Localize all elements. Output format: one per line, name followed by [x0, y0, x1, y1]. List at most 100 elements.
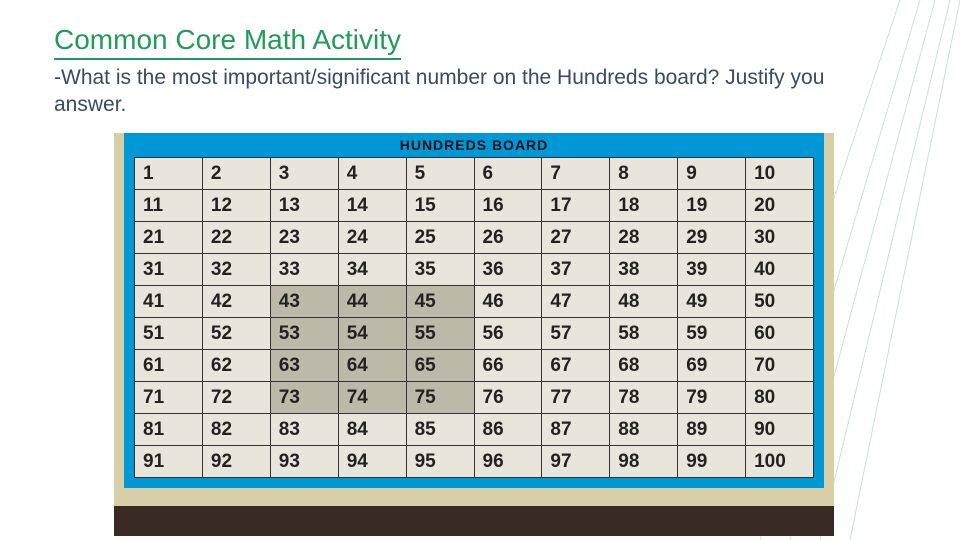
board-cell: 74: [339, 382, 406, 413]
board-cell: 20: [746, 190, 813, 221]
board-cell: 32: [203, 254, 270, 285]
board-cell: 87: [542, 414, 609, 445]
board-cell: 86: [475, 414, 542, 445]
board-cell: 92: [203, 446, 270, 477]
slide-prompt: ‑What is the most important/significant …: [54, 64, 834, 119]
board-cell: 41: [135, 286, 202, 317]
board-cell: 42: [203, 286, 270, 317]
board-cell: 66: [475, 350, 542, 381]
board-cell: 14: [339, 190, 406, 221]
board-cell: 12: [203, 190, 270, 221]
board-cell: 72: [203, 382, 270, 413]
slide-content: Common Core Math Activity ‑What is the m…: [0, 0, 960, 536]
board-cell: 10: [746, 158, 813, 189]
board-cell: 50: [746, 286, 813, 317]
board-cell: 79: [678, 382, 745, 413]
board-cell: 25: [407, 222, 474, 253]
board-cell: 9: [678, 158, 745, 189]
board-cell: 81: [135, 414, 202, 445]
board-frame: HUNDREDS BOARD 1234567891011121314151617…: [124, 133, 824, 488]
board-cell: 95: [407, 446, 474, 477]
board-cell: 22: [203, 222, 270, 253]
board-cell: 7: [542, 158, 609, 189]
board-cell: 44: [339, 286, 406, 317]
board-cell: 98: [610, 446, 677, 477]
board-cell: 28: [610, 222, 677, 253]
board-cell: 82: [203, 414, 270, 445]
board-cell: 38: [610, 254, 677, 285]
board-cell: 39: [678, 254, 745, 285]
board-cell: 51: [135, 318, 202, 349]
board-cell: 77: [542, 382, 609, 413]
board-cell: 96: [475, 446, 542, 477]
board-cell: 69: [678, 350, 745, 381]
board-cell: 11: [135, 190, 202, 221]
board-cell: 58: [610, 318, 677, 349]
board-cell: 17: [542, 190, 609, 221]
board-cell: 63: [271, 350, 338, 381]
board-cell: 73: [271, 382, 338, 413]
board-cell: 90: [746, 414, 813, 445]
board-cell: 2: [203, 158, 270, 189]
board-cell: 84: [339, 414, 406, 445]
hundreds-board-photo: HUNDREDS BOARD 1234567891011121314151617…: [114, 133, 834, 536]
board-cell: 43: [271, 286, 338, 317]
board-cell: 26: [475, 222, 542, 253]
board-cell: 23: [271, 222, 338, 253]
board-cell: 46: [475, 286, 542, 317]
board-cell: 52: [203, 318, 270, 349]
board-cell: 99: [678, 446, 745, 477]
board-cell: 88: [610, 414, 677, 445]
board-header: HUNDREDS BOARD: [134, 133, 814, 157]
board-cell: 89: [678, 414, 745, 445]
board-cell: 40: [746, 254, 813, 285]
board-cell: 34: [339, 254, 406, 285]
board-cell: 19: [678, 190, 745, 221]
board-cell: 24: [339, 222, 406, 253]
board-cell: 35: [407, 254, 474, 285]
board-cell: 91: [135, 446, 202, 477]
board-cell: 100: [746, 446, 813, 477]
board-cell: 67: [542, 350, 609, 381]
board-cell: 57: [542, 318, 609, 349]
board-cell: 37: [542, 254, 609, 285]
board-cell: 75: [407, 382, 474, 413]
board-cell: 55: [407, 318, 474, 349]
board-cell: 71: [135, 382, 202, 413]
board-cell: 64: [339, 350, 406, 381]
board-cell: 85: [407, 414, 474, 445]
board-cell: 15: [407, 190, 474, 221]
board-cell: 18: [610, 190, 677, 221]
board-cell: 4: [339, 158, 406, 189]
board-cell: 78: [610, 382, 677, 413]
board-cell: 56: [475, 318, 542, 349]
board-cell: 49: [678, 286, 745, 317]
board-cell: 59: [678, 318, 745, 349]
board-cell: 13: [271, 190, 338, 221]
board-cell: 6: [475, 158, 542, 189]
slide-title: Common Core Math Activity: [54, 24, 401, 60]
board-cell: 93: [271, 446, 338, 477]
board-cell: 62: [203, 350, 270, 381]
board-cell: 54: [339, 318, 406, 349]
board-cell: 76: [475, 382, 542, 413]
board-cell: 68: [610, 350, 677, 381]
board-cell: 27: [542, 222, 609, 253]
board-cell: 1: [135, 158, 202, 189]
board-cell: 29: [678, 222, 745, 253]
board-cell: 94: [339, 446, 406, 477]
board-cell: 16: [475, 190, 542, 221]
board-cell: 60: [746, 318, 813, 349]
board-cell: 31: [135, 254, 202, 285]
board-cell: 33: [271, 254, 338, 285]
board-cell: 61: [135, 350, 202, 381]
board-grid: 1234567891011121314151617181920212223242…: [134, 157, 814, 478]
board-cell: 3: [271, 158, 338, 189]
board-cell: 36: [475, 254, 542, 285]
board-cell: 45: [407, 286, 474, 317]
board-cell: 5: [407, 158, 474, 189]
board-cell: 80: [746, 382, 813, 413]
desk-surface: [114, 506, 834, 536]
board-cell: 8: [610, 158, 677, 189]
board-cell: 53: [271, 318, 338, 349]
